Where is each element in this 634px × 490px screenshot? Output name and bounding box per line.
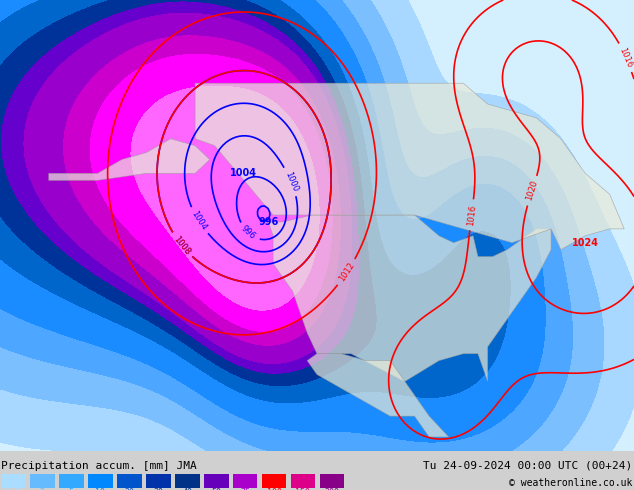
Text: 1008: 1008 — [171, 234, 191, 256]
Text: 1020: 1020 — [524, 179, 540, 202]
Text: 20: 20 — [124, 488, 134, 490]
Polygon shape — [268, 215, 551, 381]
FancyBboxPatch shape — [30, 474, 55, 488]
Text: 1016: 1016 — [466, 204, 477, 226]
Text: Precipitation accum. [mm] JMA: Precipitation accum. [mm] JMA — [1, 461, 197, 470]
Text: 5: 5 — [69, 488, 74, 490]
Text: © weatheronline.co.uk: © weatheronline.co.uk — [509, 478, 633, 488]
FancyBboxPatch shape — [175, 474, 200, 488]
Text: 1012: 1012 — [337, 261, 356, 284]
FancyBboxPatch shape — [146, 474, 171, 488]
Text: 30: 30 — [153, 488, 163, 490]
FancyBboxPatch shape — [204, 474, 228, 488]
Text: 1008: 1008 — [171, 234, 191, 256]
Text: Tu 24-09-2024 00:00 UTC (00+24): Tu 24-09-2024 00:00 UTC (00+24) — [424, 461, 633, 470]
Text: 1024: 1024 — [572, 238, 598, 248]
FancyBboxPatch shape — [1, 474, 26, 488]
Text: 996: 996 — [258, 217, 278, 227]
FancyBboxPatch shape — [233, 474, 257, 488]
FancyBboxPatch shape — [320, 474, 344, 488]
Text: 150: 150 — [295, 488, 311, 490]
Text: 10: 10 — [95, 488, 105, 490]
Text: 1000: 1000 — [283, 170, 299, 193]
FancyBboxPatch shape — [291, 474, 315, 488]
Polygon shape — [0, 0, 634, 451]
FancyBboxPatch shape — [59, 474, 84, 488]
Polygon shape — [195, 83, 624, 250]
Text: 1004: 1004 — [190, 210, 208, 232]
Text: 1016: 1016 — [618, 46, 634, 69]
Text: 75: 75 — [240, 488, 250, 490]
FancyBboxPatch shape — [117, 474, 141, 488]
Text: 50: 50 — [211, 488, 221, 490]
Text: 996: 996 — [240, 224, 257, 242]
Polygon shape — [307, 354, 449, 437]
Text: 40: 40 — [182, 488, 192, 490]
FancyBboxPatch shape — [262, 474, 287, 488]
Polygon shape — [49, 139, 210, 180]
Text: 1004: 1004 — [230, 169, 257, 178]
FancyBboxPatch shape — [88, 474, 113, 488]
Text: 2: 2 — [40, 488, 45, 490]
Text: 0.5: 0.5 — [6, 488, 21, 490]
Text: 100: 100 — [266, 488, 281, 490]
Text: 200: 200 — [325, 488, 339, 490]
